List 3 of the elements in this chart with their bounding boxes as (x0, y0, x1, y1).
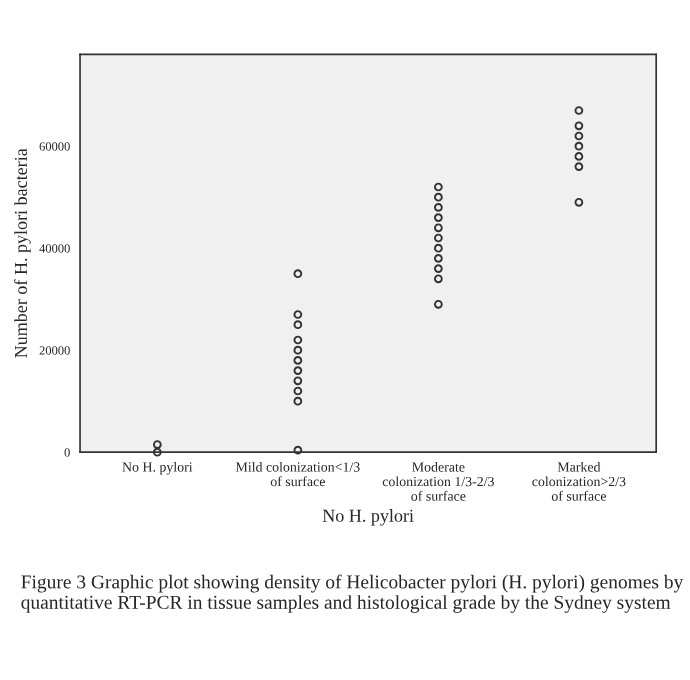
caption: Figure 3 Graphic plot showing density of Helicobacter pylori (H. pylori) genomes by quantitative RT-PCR in tissue samples and histological grade by the Sydney system (21, 574, 684, 613)
y-axis-title: Number of H. pylori bacteria (14, 148, 31, 358)
x-axis-title: No H. pylori (322, 509, 414, 526)
